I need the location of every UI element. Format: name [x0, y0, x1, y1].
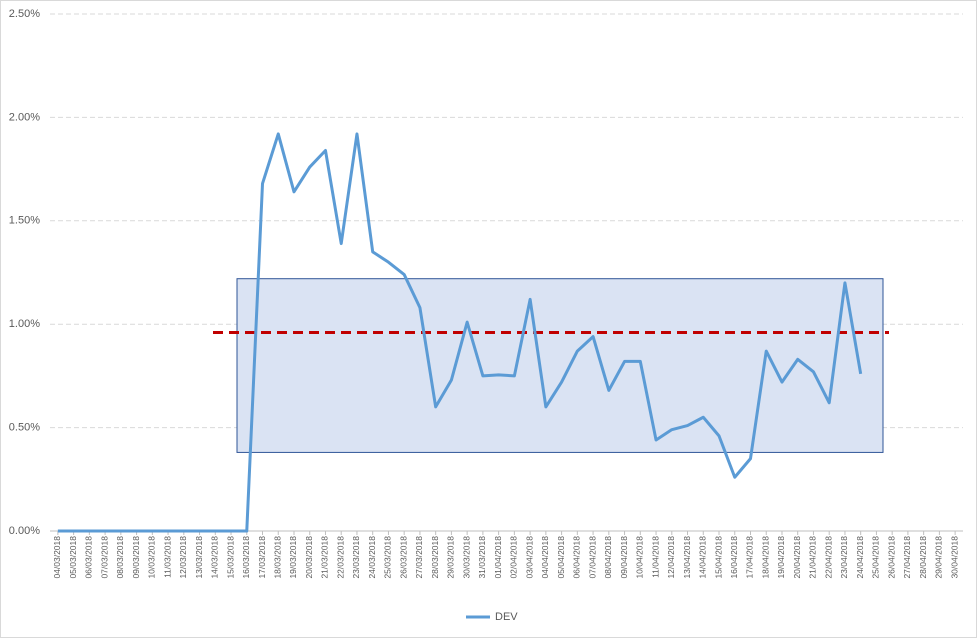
- y-tick-label: 1.50%: [9, 215, 40, 227]
- x-tick-label: 19/03/2018: [288, 536, 298, 579]
- x-tick-label: 11/04/2018: [650, 536, 660, 578]
- x-tick-label: 15/03/2018: [225, 536, 235, 579]
- x-tick-label: 27/04/2018: [902, 536, 912, 579]
- x-tick-label: 17/04/2018: [745, 536, 755, 579]
- y-tick-label: 0.50%: [9, 422, 40, 434]
- x-tick-label: 05/03/2018: [68, 536, 78, 579]
- x-tick-label: 01/04/2018: [493, 536, 503, 579]
- x-tick-label: 04/03/2018: [52, 536, 62, 579]
- x-tick-label: 12/03/2018: [178, 536, 188, 579]
- x-tick-label: 17/03/2018: [257, 536, 267, 579]
- x-tick-label: 09/04/2018: [619, 536, 629, 579]
- x-tick-label: 28/03/2018: [430, 536, 440, 579]
- series-line: [57, 132, 863, 533]
- x-tick-label: 26/04/2018: [886, 536, 896, 579]
- x-tick-label: 14/03/2018: [210, 536, 220, 579]
- x-tick-label: 15/04/2018: [713, 536, 723, 579]
- x-tick-label: 08/03/2018: [115, 536, 125, 579]
- x-tick-label: 31/03/2018: [477, 536, 487, 579]
- x-tick-label: 20/03/2018: [304, 536, 314, 579]
- x-tick-label: 02/04/2018: [509, 536, 519, 579]
- x-tick-label: 20/04/2018: [792, 536, 802, 579]
- x-tick-label: 13/03/2018: [194, 536, 204, 579]
- x-tick-label: 13/04/2018: [682, 536, 692, 579]
- x-tick-label: 27/03/2018: [414, 536, 424, 579]
- x-tick-label: 29/04/2018: [934, 536, 944, 579]
- x-tick-label: 06/04/2018: [572, 536, 582, 579]
- x-tick-label: 16/03/2018: [241, 536, 251, 579]
- y-tick-label: 2.00%: [9, 111, 40, 123]
- x-tick-label: 07/03/2018: [99, 536, 109, 579]
- x-tick-label: 06/03/2018: [84, 536, 94, 579]
- x-tick-label: 22/03/2018: [335, 536, 345, 579]
- x-tick-label: 18/03/2018: [273, 536, 283, 579]
- legend-label: DEV: [495, 611, 518, 623]
- x-tick-label: 24/03/2018: [367, 536, 377, 579]
- x-tick-label: 22/04/2018: [823, 536, 833, 579]
- x-tick-label: 24/04/2018: [855, 536, 865, 579]
- x-tick-label: 14/04/2018: [698, 536, 708, 579]
- x-tick-label: 25/03/2018: [383, 536, 393, 579]
- x-tick-label: 08/04/2018: [603, 536, 613, 579]
- x-tick-label: 29/03/2018: [446, 536, 456, 579]
- x-tick-label: 10/03/2018: [147, 536, 157, 579]
- x-tick-label: 23/03/2018: [351, 536, 361, 579]
- x-tick-label: 12/04/2018: [666, 536, 676, 579]
- x-tick-label: 11/03/2018: [162, 536, 172, 578]
- x-tick-label: 25/04/2018: [871, 536, 881, 579]
- x-tick-label: 30/04/2018: [949, 536, 959, 579]
- x-tick-label: 16/04/2018: [729, 536, 739, 579]
- x-tick-label: 30/03/2018: [461, 536, 471, 579]
- y-tick-label: 2.50%: [9, 8, 40, 20]
- x-tick-label: 03/04/2018: [524, 536, 534, 579]
- x-tick-label: 26/03/2018: [398, 536, 408, 579]
- x-tick-label: 21/04/2018: [808, 536, 818, 579]
- x-tick-label: 07/04/2018: [587, 536, 597, 579]
- x-tick-label: 19/04/2018: [776, 536, 786, 579]
- x-tick-label: 28/04/2018: [918, 536, 928, 579]
- band: [236, 278, 884, 453]
- x-tick-label: 23/04/2018: [839, 536, 849, 579]
- x-tick-label: 10/04/2018: [635, 536, 645, 579]
- y-tick-label: 0.00%: [9, 525, 40, 537]
- x-tick-label: 21/03/2018: [320, 536, 330, 579]
- x-tick-label: 05/04/2018: [556, 536, 566, 579]
- x-tick-label: 04/04/2018: [540, 536, 550, 579]
- x-tick-label: 09/03/2018: [131, 536, 141, 579]
- x-tick-label: 18/04/2018: [760, 536, 770, 579]
- y-tick-label: 1.00%: [9, 318, 40, 330]
